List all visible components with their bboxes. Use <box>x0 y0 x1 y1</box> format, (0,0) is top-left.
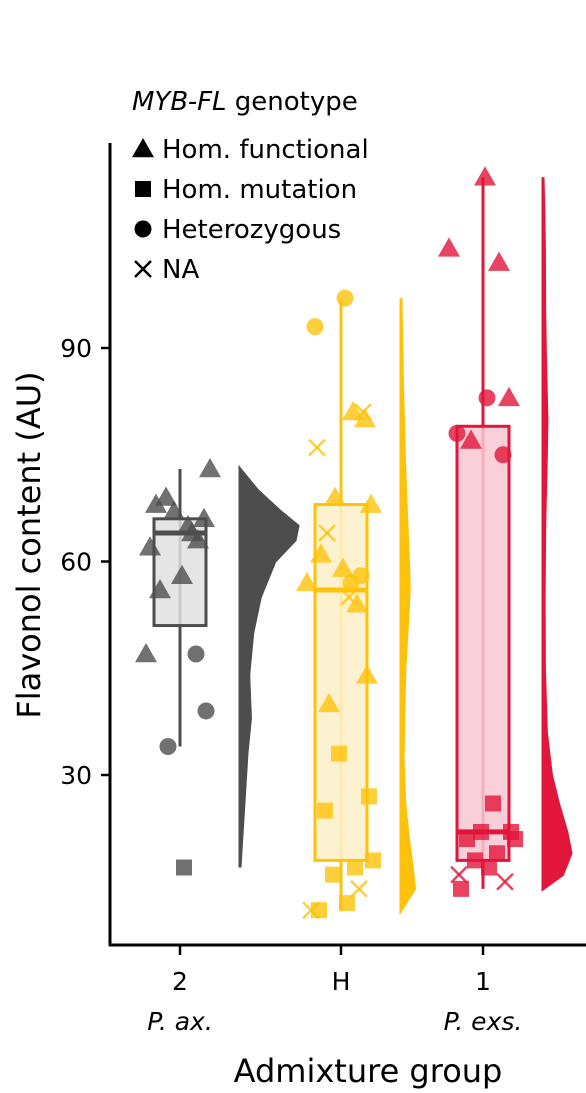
legend-marker-cross-stroke-b <box>134 260 152 278</box>
point-H-triangle <box>332 557 354 577</box>
legend-marker-triangle <box>132 138 154 158</box>
group-H <box>296 289 417 920</box>
point-H-cross-stroke-b <box>302 901 320 920</box>
point-H-cross-stroke-b <box>308 438 326 457</box>
point-2-triangle <box>163 500 185 520</box>
point-1-circle <box>478 389 496 407</box>
point-1-square <box>453 880 469 897</box>
legend-title-italic: MYB-FL <box>132 87 227 117</box>
point-H-cross-stroke-b <box>350 879 368 898</box>
point-H-circle <box>306 318 324 336</box>
point-1-square <box>489 845 505 862</box>
point-1-square <box>473 823 489 840</box>
point-H-triangle <box>354 408 376 428</box>
point-H-cross <box>302 901 320 920</box>
point-1-cross <box>496 872 514 891</box>
legend-marker-circle <box>134 220 152 238</box>
point-2-triangle <box>171 564 193 584</box>
point-1-circle <box>448 424 466 442</box>
point-H-cross <box>318 524 336 542</box>
y-axis-label: Flavonol content (AU) <box>10 371 48 718</box>
point-H-cross <box>340 588 358 606</box>
point-H-circle <box>336 289 354 307</box>
point-H-square <box>361 788 377 805</box>
point-2-triangle <box>139 536 161 556</box>
legend-label-triangle: Hom. functional <box>162 135 369 165</box>
point-H-square <box>347 859 363 876</box>
y-tick-label-90: 90 <box>60 334 92 363</box>
density-2 <box>238 464 300 868</box>
point-2-circle <box>197 702 215 720</box>
x-tick-label-H: H <box>332 967 351 996</box>
point-H-circle <box>342 574 360 592</box>
point-1-triangle <box>438 237 460 257</box>
point-H-cross <box>354 403 372 421</box>
point-1-cross <box>450 865 468 884</box>
point-1-square <box>481 859 497 876</box>
point-1-triangle <box>474 166 496 186</box>
point-1-triangle <box>498 386 520 407</box>
x-tick-label-1: 1 <box>475 967 491 996</box>
y-tick-label-30: 30 <box>60 761 92 790</box>
legend-label-circle: Heterozygous <box>162 215 341 245</box>
legend-marker-cross <box>134 260 152 278</box>
point-1-square <box>485 795 501 812</box>
point-1-circle <box>494 446 512 464</box>
point-H-cross <box>308 438 326 457</box>
group-1 <box>438 166 573 897</box>
x-axis-label: Admixture group <box>234 1052 503 1090</box>
legend-label-cross: NA <box>162 255 199 285</box>
density-H <box>399 298 417 916</box>
point-H-triangle <box>296 571 318 592</box>
point-H-square <box>339 895 355 912</box>
density-1 <box>541 177 573 892</box>
point-2-triangle <box>181 522 203 542</box>
point-H-square <box>331 745 347 762</box>
point-2-triangle <box>199 457 221 478</box>
point-H-triangle <box>310 543 332 563</box>
y-tick-label-60: 60 <box>60 548 92 577</box>
point-2-circle <box>187 645 205 663</box>
point-H-square <box>317 802 333 819</box>
point-1-cross-stroke-b <box>496 872 514 891</box>
point-2-triangle <box>193 507 215 528</box>
point-1-cross-stroke-b <box>450 865 468 884</box>
point-H-triangle <box>356 664 378 684</box>
legend-label-square: Hom. mutation <box>162 175 357 205</box>
point-H-triangle <box>324 486 346 506</box>
point-H-triangle <box>346 593 368 613</box>
point-2-triangle <box>149 578 171 599</box>
point-1-square <box>459 831 475 848</box>
point-2-circle <box>159 738 177 756</box>
point-H-cross-stroke-b <box>340 588 358 606</box>
point-H-triangle <box>318 692 340 713</box>
point-1-triangle <box>488 251 510 271</box>
point-H-square <box>325 866 341 883</box>
point-2-triangle <box>135 643 157 663</box>
point-1-square <box>507 831 523 848</box>
axes: 30 60 90 2 P. ax. H 1 P. exs. <box>60 143 586 1036</box>
x-sublabel-2: P. ax. <box>147 1007 213 1036</box>
x-tick-label-2: 2 <box>172 967 188 996</box>
legend-title-rest: genotype <box>227 87 358 117</box>
point-1-triangle <box>460 429 482 449</box>
point-H-cross-stroke-b <box>354 403 372 421</box>
point-2-triangle <box>145 493 167 513</box>
plot-area <box>135 166 573 920</box>
group-2 <box>135 457 300 876</box>
point-H-square <box>365 852 381 869</box>
point-H-triangle <box>360 493 382 513</box>
point-2-triangle <box>155 486 177 506</box>
legend-marker-square <box>135 181 151 197</box>
point-1-square <box>467 852 483 869</box>
point-H-cross <box>350 879 368 898</box>
legend-title: MYB-FL genotype <box>132 87 358 117</box>
point-2-square <box>176 859 192 876</box>
x-sublabel-1: P. exs. <box>444 1007 523 1036</box>
point-H-cross-stroke-b <box>318 524 336 542</box>
box-1 <box>455 424 511 862</box>
point-H-square <box>311 902 327 919</box>
legend: MYB-FL genotype Hom. functional Hom. muta… <box>132 87 369 285</box>
